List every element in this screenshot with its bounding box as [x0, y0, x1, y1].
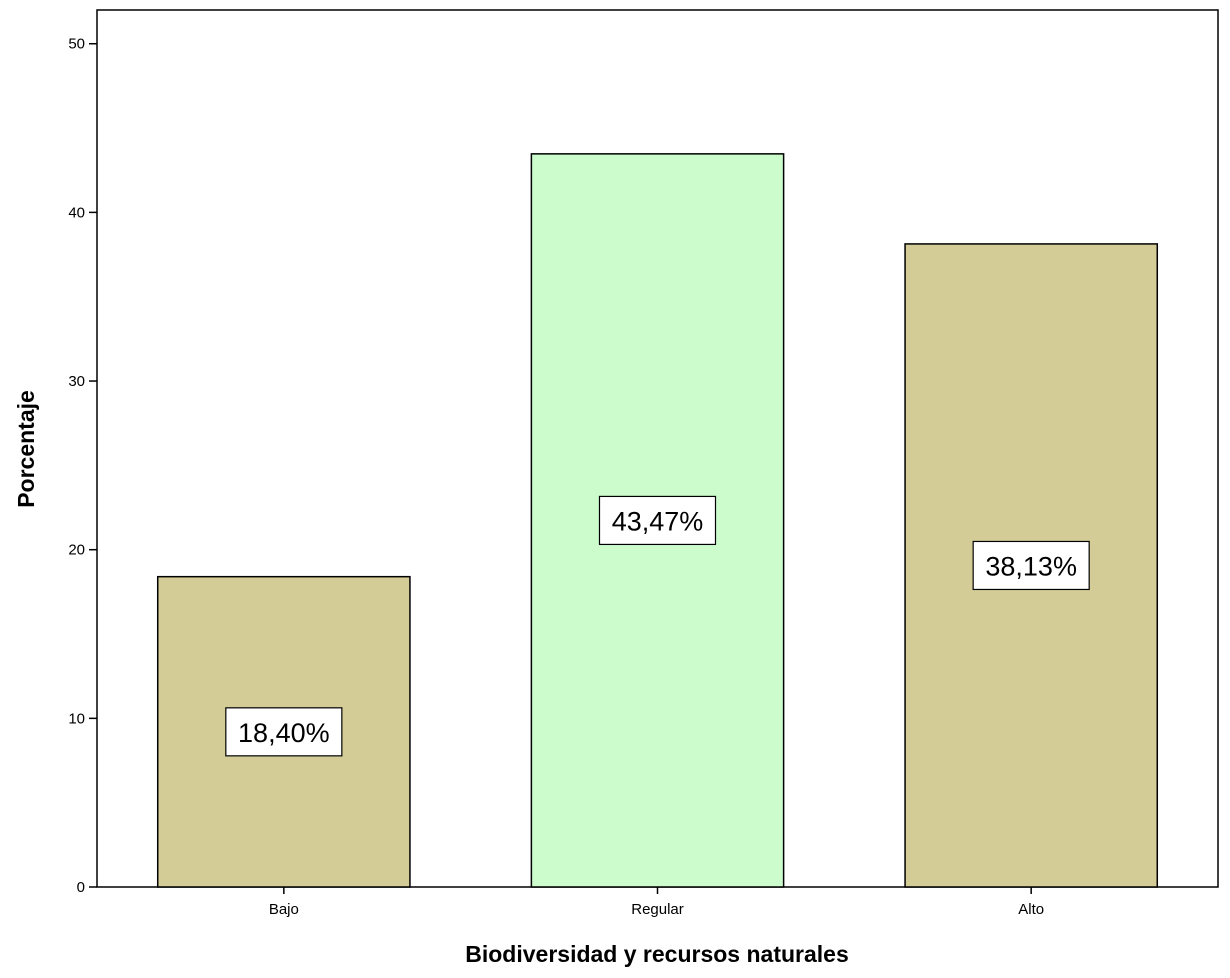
- data-labels: 18,40% 43,47% 38,13%: [225, 495, 1090, 757]
- data-label-regular: 43,47%: [612, 506, 704, 536]
- y-tick-label: 30: [68, 373, 85, 390]
- x-axis: Bajo Regular Alto: [269, 887, 1044, 918]
- y-tick-label: 40: [68, 204, 85, 221]
- data-label-alto: 38,13%: [985, 551, 1077, 581]
- y-tick-label: 0: [77, 879, 85, 896]
- x-axis-title: Biodiversidad y recursos naturales: [465, 941, 849, 967]
- data-label-box: [225, 707, 343, 757]
- y-axis: 0 10 20 30 40 50: [68, 36, 97, 896]
- data-label-bajo: 18,40%: [238, 718, 330, 748]
- y-tick-label: 50: [68, 36, 85, 53]
- x-tick-label-bajo: Bajo: [269, 901, 299, 918]
- data-label-box: [598, 495, 717, 546]
- y-tick-label: 10: [68, 710, 85, 727]
- x-tick-label-regular: Regular: [631, 901, 684, 918]
- y-axis-title: Porcentaje: [13, 390, 39, 508]
- y-tick-label: 20: [68, 542, 85, 559]
- data-label-box: [972, 540, 1090, 591]
- x-tick-label-alto: Alto: [1018, 901, 1044, 918]
